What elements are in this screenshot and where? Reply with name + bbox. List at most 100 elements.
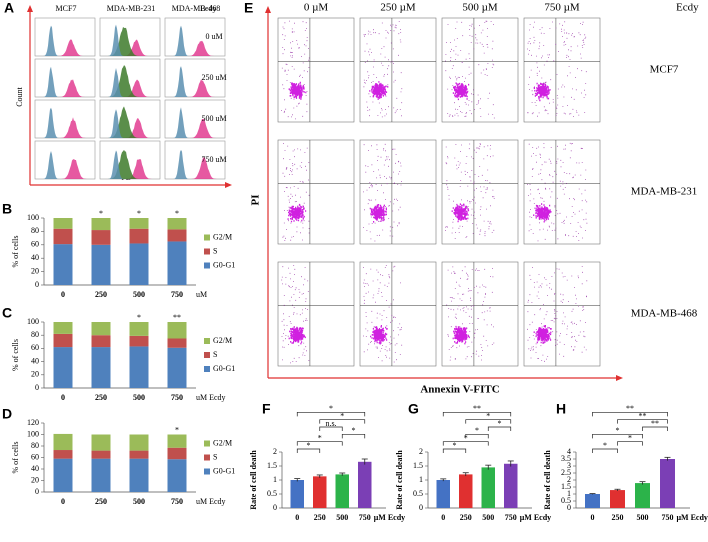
bar [313, 476, 327, 508]
panel-label: H [556, 401, 566, 417]
bar-segment [129, 335, 149, 347]
comparison-bracket [341, 433, 366, 439]
legend-label: S [213, 246, 217, 255]
significance: * [137, 313, 141, 322]
panel-label: A [4, 0, 14, 16]
x-tick-label: 750 [171, 497, 183, 506]
y-tick-label: 60 [31, 452, 39, 461]
bar-segment [129, 458, 149, 492]
significance: * [498, 419, 502, 428]
bar-segment [91, 230, 111, 245]
x-tick-label: 250 [314, 513, 326, 522]
scatter-frame [441, 139, 519, 245]
x-tick-label: 0 [591, 513, 595, 522]
comparison-bracket [296, 411, 366, 417]
y-tick-label: 20 [31, 266, 39, 275]
scatter-dots [369, 204, 387, 223]
x-tick-label: 750 [171, 290, 183, 299]
y-tick-label: 120 [27, 418, 39, 427]
histogram-peak [102, 24, 158, 56]
y-tick-label: 100 [27, 317, 39, 326]
column-header: MDA-MB-231 [107, 4, 155, 13]
significance: ** [473, 404, 481, 413]
scatter-dots [445, 143, 495, 239]
y-tick-label: 1.5 [561, 482, 571, 491]
column-header: MCF7 [56, 4, 77, 13]
panel-label: G [408, 401, 419, 417]
histogram-peak [167, 25, 223, 56]
y-tick-label: 0 [567, 503, 571, 512]
significance: ** [651, 419, 659, 428]
histogram-peak [37, 159, 93, 179]
bar-segment [91, 322, 111, 336]
histogram-peak [102, 106, 158, 138]
histogram-peak [167, 149, 223, 179]
y-tick-label: 0 [35, 280, 39, 289]
comparison-bracket [617, 441, 643, 446]
bar [335, 474, 349, 508]
x-tick-label: 0 [61, 393, 65, 402]
histogram-frame [34, 58, 96, 98]
legend-label: G0-G1 [213, 364, 235, 373]
y-tick-label: 80 [31, 330, 39, 339]
panel-e: E Ecdy PI Annexin V-FITC [244, 0, 699, 396]
bar-segment [53, 450, 73, 459]
row-label: 750 uM [201, 155, 226, 164]
y-axis-label: % of cells [11, 339, 20, 371]
arrow-head [265, 6, 271, 13]
scatter-dots [527, 142, 588, 242]
comparison-bracket [592, 448, 618, 453]
bar-segment [53, 228, 73, 245]
x-tick-label: 0 [61, 290, 65, 299]
scatter-frame [359, 139, 437, 245]
y-tick-label: 1.5 [413, 461, 423, 470]
x-tick-label: 250 [612, 513, 624, 522]
comparison-bracket [487, 426, 512, 431]
histogram-frame [164, 99, 226, 139]
significance: * [175, 425, 179, 434]
bar-segment [91, 434, 111, 451]
bar [504, 463, 518, 508]
y-axis-label: Count [15, 86, 24, 106]
histogram-peak [167, 66, 223, 97]
x-tick-label: 0 [295, 513, 299, 522]
legend-label: G2/M [213, 232, 232, 241]
significance: * [307, 441, 311, 450]
bar [635, 483, 650, 508]
y-tick-label: 60 [31, 343, 39, 352]
row-label: 500 uM [201, 114, 226, 123]
y-tick-label: 40 [31, 253, 39, 262]
histogram-peak [37, 107, 93, 138]
y-tick-label: 4 [567, 447, 571, 456]
y-tick-label: 20 [31, 475, 39, 484]
x-axis-label: μM Ecdy [374, 513, 405, 522]
x-axis-label: uM Ecdy [196, 497, 226, 506]
comparison-bracket [319, 426, 343, 431]
row-label: MDA-MB-231 [631, 186, 698, 198]
y-axis-label: PI [250, 195, 262, 206]
bar-segment [91, 347, 111, 388]
bar [660, 459, 675, 508]
scatter-frame [277, 17, 355, 123]
scatter-frame [523, 261, 601, 367]
scatter-dots [287, 203, 307, 223]
treatment-label: Ecdy [676, 2, 699, 14]
bar-segment [167, 218, 187, 230]
histogram-peak [37, 25, 93, 56]
comparison-bracket [592, 411, 668, 417]
arrow-head [616, 375, 623, 381]
significance: ** [173, 313, 181, 322]
bar-segment [53, 347, 73, 388]
histogram-peak [37, 39, 93, 56]
legend-swatch [204, 366, 210, 372]
x-axis-label: uM Ecdy [196, 393, 226, 402]
comparison-bracket [296, 441, 343, 446]
histogram-peak [102, 150, 158, 179]
legend-swatch [204, 248, 210, 255]
scatter-frame [523, 139, 601, 245]
comparison-bracket [465, 433, 489, 439]
bar-segment [167, 447, 187, 460]
histogram-frame [34, 140, 96, 180]
y-tick-label: 20 [31, 370, 39, 379]
bar-segment [167, 434, 187, 448]
